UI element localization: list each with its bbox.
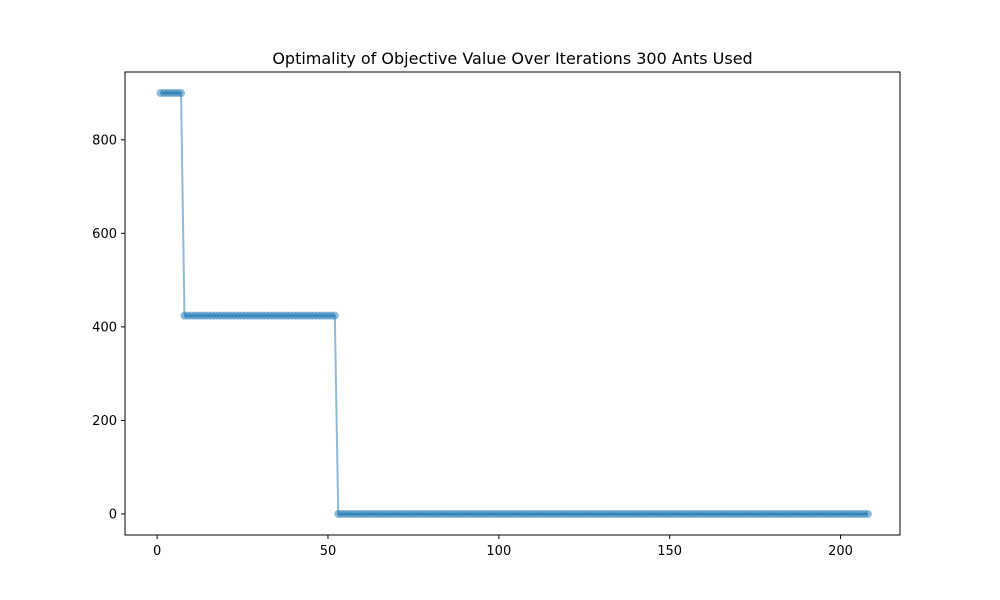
chart-title: Optimality of Objective Value Over Itera… (272, 49, 752, 68)
y-tick-label: 600 (92, 227, 117, 242)
y-tick-label: 400 (92, 320, 117, 335)
data-point (330, 311, 339, 320)
y-tick-label: 200 (92, 414, 117, 429)
plot-frame (124, 71, 901, 536)
x-tick-label: 200 (828, 544, 853, 559)
axes-layer: 0 50 100 150 200 0 200 400 600 800 (92, 133, 853, 559)
data-point (177, 89, 186, 98)
x-tick-label: 50 (320, 544, 337, 559)
x-tick-label: 0 (153, 544, 161, 559)
x-tick-label: 150 (657, 544, 682, 559)
y-tick-label: 0 (109, 507, 117, 522)
y-tick-label: 800 (92, 133, 117, 148)
data-point (863, 509, 872, 518)
x-tick-label: 100 (486, 544, 511, 559)
series-layer (156, 89, 872, 518)
plot-area-background (125, 72, 900, 535)
